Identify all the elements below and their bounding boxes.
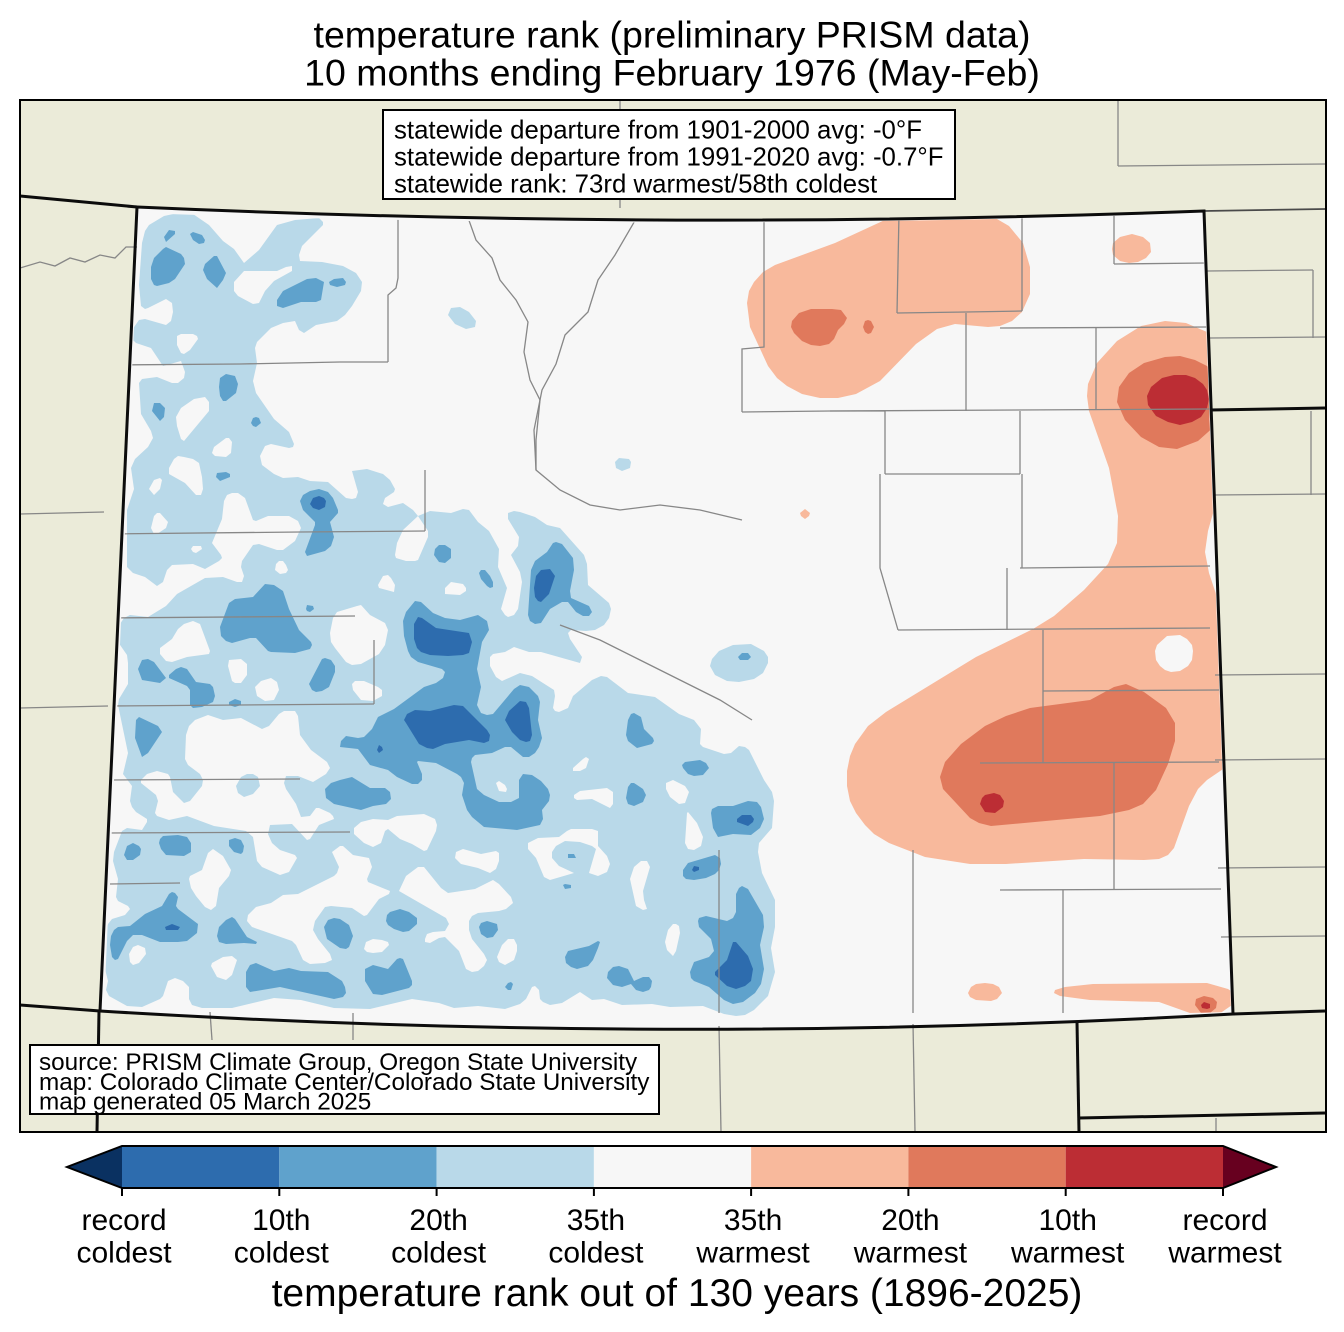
svg-text:statewide departure from 1991-: statewide departure from 1991-2020 avg: … <box>394 144 944 172</box>
svg-text:warmest: warmest <box>853 1237 968 1270</box>
svg-text:10th: 10th <box>1039 1204 1097 1237</box>
svg-text:map: Colorado Climate Center/C: map: Colorado Climate Center/Colorado St… <box>39 1069 650 1096</box>
svg-text:temperature rank out of 130 ye: temperature rank out of 130 years (1896-… <box>272 1272 1083 1315</box>
svg-text:coldest: coldest <box>548 1237 644 1270</box>
svg-text:20th: 20th <box>881 1204 939 1237</box>
svg-text:10th: 10th <box>252 1204 310 1237</box>
svg-text:map generated 05 March 2025: map generated 05 March 2025 <box>39 1089 371 1116</box>
svg-text:coldest: coldest <box>391 1237 487 1270</box>
svg-text:warmest: warmest <box>695 1237 810 1270</box>
svg-text:20th: 20th <box>409 1204 467 1237</box>
svg-text:coldest: coldest <box>76 1237 172 1270</box>
svg-text:record: record <box>1182 1204 1267 1237</box>
svg-text:warmest: warmest <box>1010 1237 1125 1270</box>
svg-text:10 months ending February 1976: 10 months ending February 1976 (May-Feb) <box>304 52 1040 94</box>
svg-text:record: record <box>81 1204 166 1237</box>
svg-text:statewide departure from 1901-: statewide departure from 1901-2000 avg: … <box>394 117 922 145</box>
svg-text:35th: 35th <box>567 1204 625 1237</box>
svg-text:warmest: warmest <box>1167 1237 1282 1270</box>
svg-text:coldest: coldest <box>234 1237 330 1270</box>
svg-text:temperature rank (preliminary: temperature rank (preliminary PRISM data… <box>314 14 1031 56</box>
svg-text:statewide rank: 73rd warmest/5: statewide rank: 73rd warmest/58th coldes… <box>394 171 877 199</box>
svg-text:source: PRISM Climate Group, O: source: PRISM Climate Group, Oregon Stat… <box>39 1049 638 1076</box>
svg-text:35th: 35th <box>724 1204 782 1237</box>
